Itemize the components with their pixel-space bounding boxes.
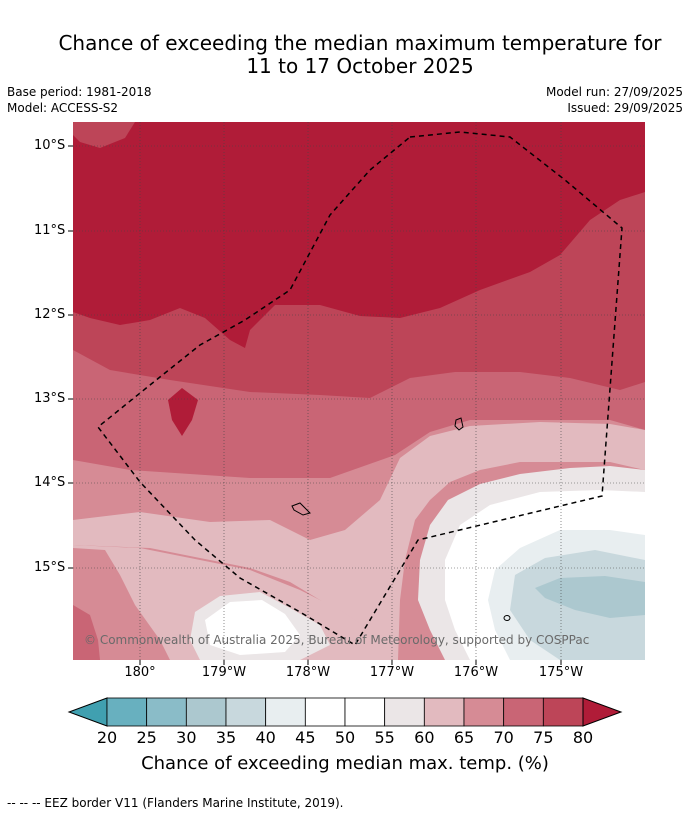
contour-band-80-plus xyxy=(73,122,645,348)
contour-band-30-35 xyxy=(535,576,645,618)
contour-blob-80-plus xyxy=(168,388,198,436)
issued-date: Issued: 29/09/2025 xyxy=(567,101,683,115)
island-southeast xyxy=(503,615,511,621)
lon-label-180: 180° xyxy=(124,665,156,680)
colorbar-tick-label: 55 xyxy=(374,728,395,747)
colorbar-swatch xyxy=(463,697,505,727)
colorbar-tick-label: 30 xyxy=(176,728,197,747)
contour-patch-bottom-left-red xyxy=(73,605,100,660)
colorbar-swatch xyxy=(304,697,346,727)
colorbar-tick-label: 65 xyxy=(453,728,475,747)
colorbar-extend-high xyxy=(582,697,623,727)
colorbar-tick-label: 35 xyxy=(215,728,237,747)
colorbar-tick-label: 20 xyxy=(96,728,118,747)
lat-label-12s: 12°S xyxy=(34,307,66,322)
eez-border xyxy=(96,131,623,647)
lat-label-15s: 15°S xyxy=(34,560,66,575)
contour-patch-top-left xyxy=(73,122,135,148)
contour-patch-bottom-left-dark xyxy=(73,548,170,660)
colorbar-swatch xyxy=(503,697,544,727)
copyright-notice: © Commonwealth of Australia 2025, Bureau… xyxy=(84,633,590,647)
graticule xyxy=(73,122,645,660)
colorbar xyxy=(67,697,623,727)
colorbar-extend-low xyxy=(67,697,108,727)
lon-label-178w: 178°W xyxy=(285,665,331,680)
colorbar-swatch xyxy=(185,697,227,727)
lat-label-14s: 14°S xyxy=(34,475,66,490)
island-south xyxy=(291,502,311,516)
contour-band-60-65 xyxy=(73,422,645,660)
colorbar-tick-label: 80 xyxy=(572,728,594,747)
lon-label-175w: 175°W xyxy=(538,665,584,680)
lon-label-177w: 177°W xyxy=(369,665,415,680)
colorbar-swatch xyxy=(146,697,187,727)
model-run: Model run: 27/09/2025 xyxy=(545,85,683,99)
colorbar-tick-label: 25 xyxy=(136,728,157,747)
footnote-eez: -- -- -- EEZ border V11 (Flanders Marine… xyxy=(7,796,344,810)
colorbar-tick-label: 40 xyxy=(255,728,276,747)
title-line-1: Chance of exceeding the median maximum t… xyxy=(58,31,662,55)
colorbar-label: Chance of exceeding median max. temp. (%… xyxy=(141,753,549,774)
lat-label-11s: 11°S xyxy=(34,223,66,238)
lat-label-13s: 13°S xyxy=(34,391,66,406)
lat-label-10s: 10°S xyxy=(34,138,66,153)
colorbar-swatch xyxy=(384,697,425,727)
colorbar-tick-label: 75 xyxy=(533,728,554,747)
colorbar-swatch xyxy=(542,697,584,727)
colorbar-tick-label: 45 xyxy=(295,728,316,747)
lon-label-176w: 176°W xyxy=(453,665,499,680)
contour-map xyxy=(73,122,645,660)
colorbar-tick-label: 70 xyxy=(493,728,514,747)
contour-patch-bottom-whiter xyxy=(205,600,300,655)
title-line-2: 11 to 17 October 2025 xyxy=(246,54,474,78)
colorbar-tick-label: 60 xyxy=(414,728,435,747)
base-period: Base period: 1981-2018 xyxy=(7,85,152,99)
colorbar-swatch xyxy=(265,697,306,727)
colorbar-swatch xyxy=(225,697,267,727)
colorbar-tick-label: 50 xyxy=(334,728,356,747)
model-name: Model: ACCESS-S2 xyxy=(7,101,119,115)
colorbar-swatch xyxy=(344,697,386,727)
axis-ticks xyxy=(68,145,562,665)
colorbar-swatch xyxy=(423,697,465,727)
lon-label-179w: 179°W xyxy=(201,665,247,680)
colorbar-swatch xyxy=(106,697,148,727)
island-east xyxy=(454,417,464,431)
